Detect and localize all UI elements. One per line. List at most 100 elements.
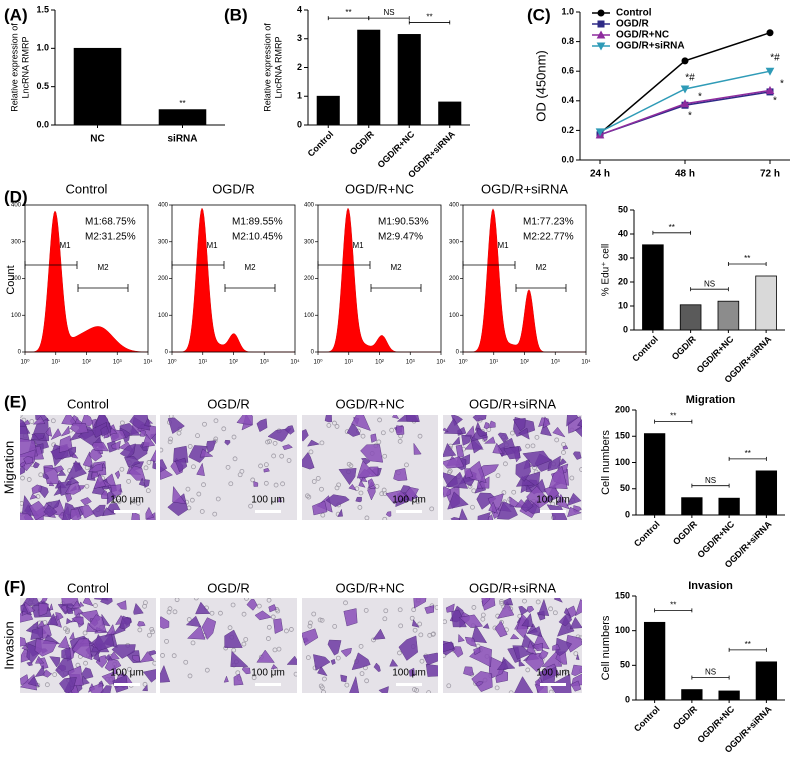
y-tick-label: 400	[11, 203, 22, 209]
cell	[451, 436, 461, 446]
cell	[306, 439, 321, 447]
cell	[337, 508, 343, 517]
pore	[241, 611, 247, 617]
significance-label: NS	[705, 668, 716, 677]
cell	[57, 635, 70, 650]
scale-bar-label: 100 μm	[392, 668, 426, 679]
cell	[256, 649, 275, 663]
pore	[409, 615, 415, 621]
point-annotation: *	[773, 96, 777, 107]
pore	[311, 611, 317, 617]
x-tick-label: 10¹	[198, 360, 207, 366]
cell	[340, 647, 352, 658]
panel-label: (A)	[4, 5, 28, 24]
pore	[119, 466, 125, 472]
pore	[263, 462, 269, 468]
cell	[111, 644, 136, 659]
column-title: OGD/R+siRNA	[469, 580, 556, 595]
pore	[241, 641, 247, 647]
pore	[335, 655, 341, 661]
cell	[360, 457, 371, 465]
pore	[279, 453, 285, 459]
pore	[251, 675, 257, 681]
pore	[258, 463, 263, 469]
cell	[43, 467, 60, 485]
pore	[363, 607, 369, 613]
point-annotation: *	[780, 79, 784, 90]
bar	[681, 497, 703, 516]
pore	[579, 467, 582, 472]
cell	[23, 456, 34, 465]
pore	[265, 439, 270, 445]
significance-label: **	[745, 449, 751, 458]
pore	[93, 603, 98, 608]
column-title: Control	[67, 396, 109, 411]
cell	[445, 603, 455, 613]
histogram	[463, 208, 586, 353]
pore	[183, 659, 189, 665]
y-tick-label: 30	[618, 252, 628, 262]
pore	[215, 496, 221, 502]
pore	[357, 505, 363, 510]
cell	[447, 491, 469, 510]
cell	[355, 496, 362, 503]
significance-label: **	[669, 223, 675, 232]
cell	[142, 684, 148, 692]
pore	[50, 418, 56, 424]
scale-bar	[114, 510, 140, 513]
cell	[512, 418, 526, 432]
cell	[101, 671, 116, 685]
x-tick-label: Control	[630, 334, 660, 364]
cell	[33, 433, 46, 440]
cell	[139, 651, 155, 663]
x-tick-label: 10¹	[489, 360, 498, 366]
cell	[476, 492, 497, 510]
cell	[503, 598, 514, 606]
x-tick-label: 10⁰	[20, 359, 30, 366]
bar	[357, 29, 381, 126]
cell	[100, 685, 112, 693]
pore	[232, 456, 238, 462]
cell	[71, 616, 85, 625]
cell	[423, 652, 438, 666]
pore	[266, 624, 272, 630]
pore	[364, 515, 370, 520]
cell	[206, 440, 217, 454]
pore	[286, 458, 292, 463]
pore	[307, 623, 313, 629]
pore	[267, 439, 272, 444]
pore	[415, 499, 421, 505]
cell	[69, 422, 89, 434]
pore	[185, 486, 191, 492]
cell	[408, 667, 415, 677]
pore	[377, 417, 383, 423]
x-tick-label: 10¹	[344, 360, 353, 366]
pore	[376, 439, 382, 445]
significance-label: **	[670, 412, 676, 421]
pore	[447, 468, 453, 474]
scale-bar	[396, 683, 422, 686]
cell	[286, 655, 297, 665]
cell	[284, 425, 295, 435]
pore	[171, 653, 177, 659]
cell	[483, 421, 490, 430]
cell	[340, 674, 348, 683]
gate-percentage: M1:77.23%	[523, 217, 574, 228]
cell	[46, 613, 59, 626]
cell	[131, 511, 140, 520]
cell	[55, 612, 64, 621]
gate-label: M1	[497, 241, 509, 250]
panel-label: (F)	[4, 577, 26, 596]
micrograph	[160, 415, 297, 520]
marker	[680, 99, 690, 108]
significance-label: NS	[705, 476, 716, 485]
cell	[116, 600, 127, 610]
legend-label: OGD/R+siRNA	[616, 41, 685, 52]
y-tick-label: 1	[297, 91, 302, 101]
pore	[322, 676, 327, 682]
bar	[755, 275, 777, 331]
pore	[471, 605, 477, 610]
pore	[145, 488, 151, 494]
x-tick-label: 10⁰	[313, 359, 323, 366]
y-tick-label: 100	[615, 457, 630, 467]
